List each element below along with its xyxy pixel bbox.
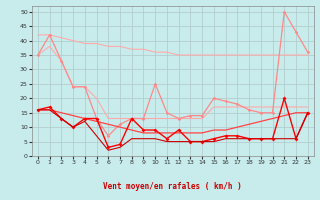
X-axis label: Vent moyen/en rafales ( km/h ): Vent moyen/en rafales ( km/h ) — [103, 182, 242, 191]
